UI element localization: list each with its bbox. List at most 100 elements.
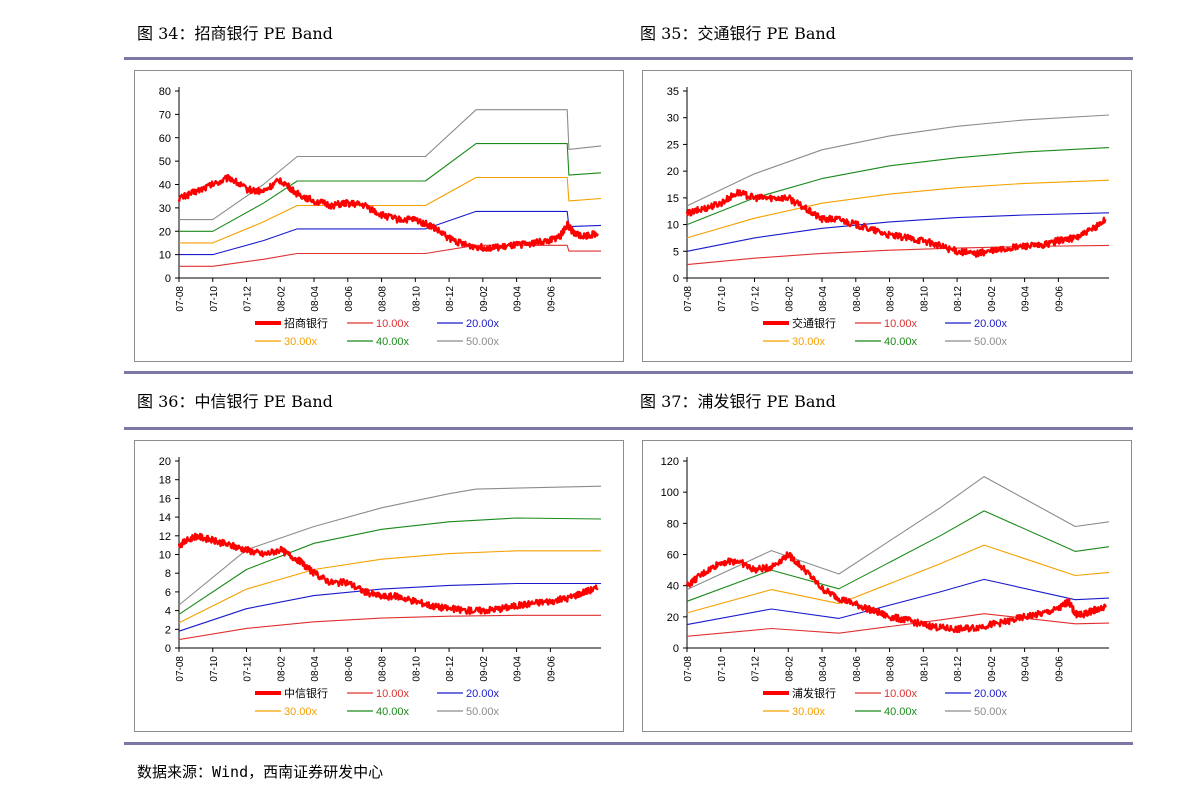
y-tick-label: 10: [159, 550, 171, 562]
y-tick-label: 20: [667, 166, 679, 178]
x-tick-label: 08-02: [276, 656, 287, 682]
series-line-20-00x: [686, 212, 1110, 252]
y-tick-label: 8: [165, 568, 171, 580]
chart-panel-35: 0 5 10 15 20 25 30 35 07-08 07-10 07-12 08-02 08-04 0…: [642, 70, 1132, 362]
legend-label: 10.00x: [884, 688, 918, 700]
divider-rule-lower: [124, 427, 1133, 430]
legend-label: 50.00x: [466, 336, 500, 348]
x-tick-label: 08-04: [310, 656, 321, 682]
legend-label: 交通银行: [792, 316, 836, 330]
x-tick-label: 07-08: [683, 286, 694, 312]
series-line-40-00x: [686, 147, 1110, 226]
x-tick-label: 09-06: [1054, 286, 1065, 312]
x-tick-label: 08-10: [919, 286, 930, 312]
legend-label: 20.00x: [974, 688, 1008, 700]
legend-label: 30.00x: [792, 336, 826, 348]
x-tick-label: 08-10: [411, 286, 422, 312]
y-tick-label: 70: [159, 109, 171, 121]
y-tick-label: 2: [165, 624, 171, 636]
divider-rule-bottom: [124, 742, 1133, 745]
x-tick-label: 08-12: [445, 656, 456, 682]
y-tick-label: 0: [673, 643, 679, 655]
legend-label: 招商银行: [284, 316, 328, 330]
legend-label: 50.00x: [974, 706, 1008, 718]
legend-label: 50.00x: [974, 336, 1008, 348]
y-tick-label: 20: [667, 612, 679, 624]
x-tick-label: 08-08: [886, 656, 897, 682]
x-tick-label: 07-08: [683, 656, 694, 682]
figure-title-35: 图 35：交通银行 PE Band: [640, 24, 836, 43]
divider-rule-top: [124, 57, 1133, 60]
x-tick-label: 09-02: [479, 656, 490, 682]
y-tick-label: 35: [667, 86, 679, 98]
x-tick-label: 09-04: [513, 656, 524, 682]
x-tick-label: 08-04: [818, 656, 829, 682]
figure-title-36: 图 36：中信银行 PE Band: [137, 392, 333, 411]
x-tick-label: 08-04: [818, 286, 829, 312]
series-line-30-00x: [686, 179, 1110, 239]
chart-svg-35: 0 5 10 15 20 25 30 35 07-08 07-10 07-12 08-02 08-04 0…: [667, 86, 1110, 348]
y-tick-label: 40: [667, 581, 679, 593]
legend-label: 10.00x: [884, 318, 918, 330]
x-tick-label: 09-04: [1021, 656, 1032, 682]
series-line-40-00x: [178, 517, 602, 615]
y-tick-label: 16: [159, 493, 171, 505]
x-tick-label: 08-06: [852, 286, 863, 312]
series-line-20-00x: [178, 582, 601, 632]
x-tick-label: 07-08: [175, 656, 186, 682]
y-tick-label: 120: [661, 456, 679, 468]
series-line-series: [177, 532, 599, 615]
series-line-series: [177, 173, 599, 252]
series-line-50-00x: [178, 485, 602, 606]
y-tick-label: 14: [159, 512, 171, 524]
x-tick-label: 08-08: [378, 286, 389, 312]
x-tick-label: 09-06: [1054, 656, 1065, 682]
source-note: 数据来源：Wind，西南证券研发中心: [137, 763, 384, 781]
series-line-10-00x: [179, 244, 601, 267]
legend-label: 40.00x: [376, 706, 410, 718]
x-tick-label: 08-06: [344, 286, 355, 312]
series-line-30-00x: [179, 176, 602, 244]
y-tick-label: 50: [159, 156, 171, 168]
y-tick-label: 6: [165, 587, 171, 599]
x-tick-label: 08-06: [344, 656, 355, 682]
y-tick-label: 60: [159, 133, 171, 145]
x-tick-label: 09-04: [1021, 286, 1032, 312]
series-line-series: [685, 188, 1107, 258]
x-tick-label: 08-04: [310, 286, 321, 312]
x-tick-label: 09-06: [546, 286, 557, 312]
x-tick-label: 07-12: [243, 656, 254, 682]
y-tick-label: 10: [667, 220, 679, 232]
x-tick-label: 08-12: [953, 656, 964, 682]
x-tick-label: 07-12: [243, 286, 254, 312]
series-line-10-00x: [686, 613, 1110, 637]
legend-label: 40.00x: [376, 336, 410, 348]
x-tick-label: 07-12: [751, 656, 762, 682]
series-line-10-00x: [686, 244, 1110, 266]
x-tick-label: 08-02: [784, 286, 795, 312]
series-line-10-00x: [178, 614, 601, 641]
y-tick-label: 80: [667, 518, 679, 530]
y-tick-label: 15: [667, 193, 679, 205]
series-line-30-00x: [686, 544, 1110, 614]
series-line-50-00x: [686, 476, 1110, 591]
legend-label: 浦发银行: [792, 686, 836, 700]
chart-svg-36: 0 2 4 6 8 10 12 14 16 18 20 07-08 07-10 07-12 08-02 08-…: [159, 456, 602, 718]
legend-label: 50.00x: [466, 706, 500, 718]
x-tick-label: 08-08: [378, 656, 389, 682]
y-tick-label: 80: [159, 86, 171, 98]
series-line-40-00x: [686, 510, 1110, 602]
legend-label: 10.00x: [376, 688, 410, 700]
x-tick-label: 08-12: [445, 286, 456, 312]
divider-rule-middle: [124, 371, 1133, 374]
x-tick-label: 08-10: [411, 656, 422, 682]
x-tick-label: 07-10: [717, 286, 728, 312]
y-tick-label: 10: [159, 250, 171, 262]
x-tick-label: 07-08: [175, 286, 186, 312]
x-tick-label: 07-10: [717, 656, 728, 682]
x-tick-label: 09-02: [987, 286, 998, 312]
legend-label: 中信银行: [284, 686, 328, 700]
y-tick-label: 5: [673, 246, 679, 258]
x-tick-label: 07-10: [209, 286, 220, 312]
x-tick-label: 07-10: [209, 656, 220, 682]
